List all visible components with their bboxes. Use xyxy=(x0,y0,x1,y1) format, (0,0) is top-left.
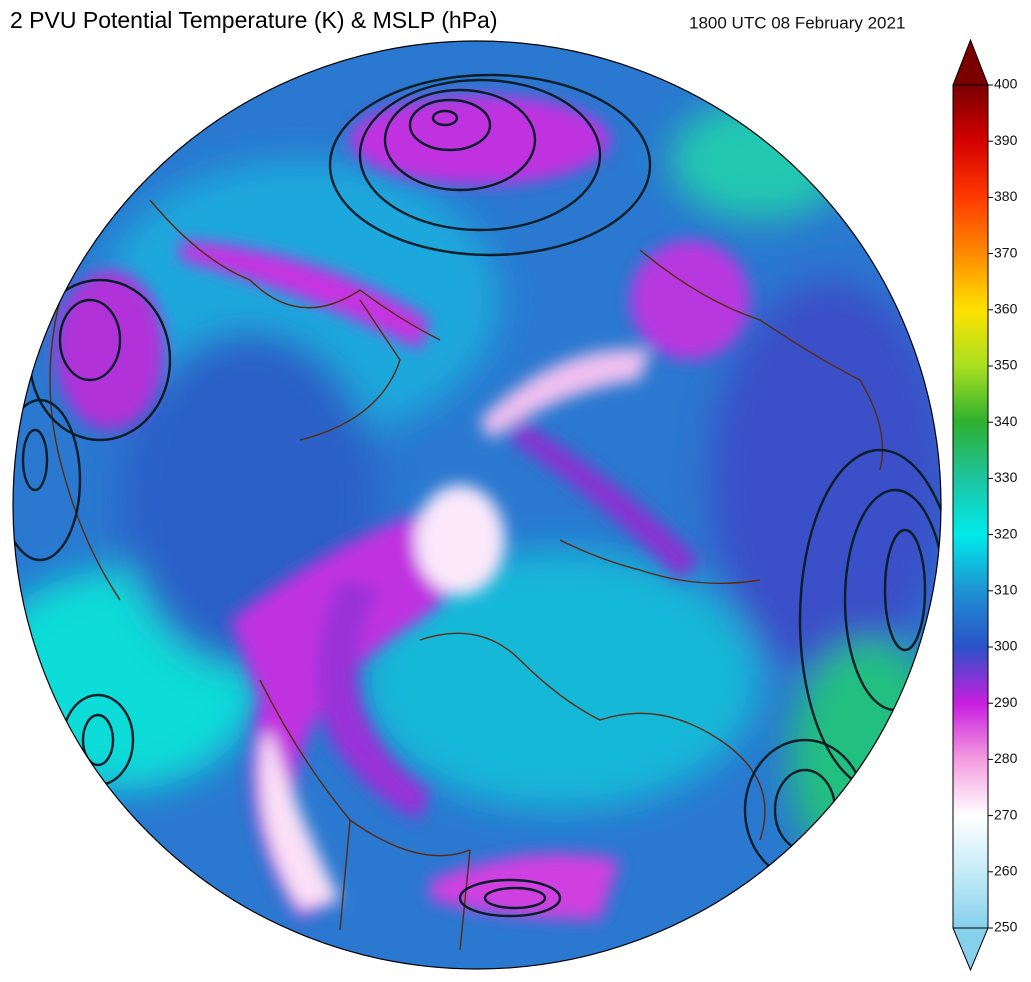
globe-outline xyxy=(12,40,942,970)
coastlines xyxy=(49,199,884,951)
colorbar-tick-label: 310 xyxy=(994,582,1018,598)
colorbar-extend-bottom xyxy=(952,927,989,972)
colorbar-tick-label: 350 xyxy=(994,357,1018,373)
colorbar: 250 260 270 280 290 300 310 320 330 340 350 360 370 3… xyxy=(952,38,1018,972)
colorbar-tick-label: 260 xyxy=(994,863,1018,879)
colorbar-tick-label: 270 xyxy=(994,806,1018,822)
colorbar-tick-label: 320 xyxy=(994,525,1018,541)
colorbar-tick-label: 280 xyxy=(994,750,1018,766)
colorbar-tick-label: 380 xyxy=(994,188,1018,204)
colorbar-bar xyxy=(952,84,989,929)
colorbar-tick-label: 340 xyxy=(994,413,1018,429)
colorbar-tick-label: 390 xyxy=(994,132,1018,148)
colorbar-tick-label: 360 xyxy=(994,301,1018,317)
colorbar-tick-label: 400 xyxy=(994,76,1018,92)
valid-time: 1800 UTC 08 February 2021 xyxy=(689,13,905,32)
colorbar-tick-label: 250 xyxy=(994,919,1018,935)
colorbar-tick-label: 330 xyxy=(994,469,1018,485)
colorbar-tick-label: 290 xyxy=(994,694,1018,710)
map-title: 2 PVU Potential Temperature (K) & MSLP (… xyxy=(10,7,497,33)
globe-map xyxy=(13,41,941,969)
colorbar-extend-top xyxy=(952,38,989,86)
colorbar-tick-label: 300 xyxy=(994,638,1018,654)
colorbar-tick-label: 370 xyxy=(994,244,1018,260)
